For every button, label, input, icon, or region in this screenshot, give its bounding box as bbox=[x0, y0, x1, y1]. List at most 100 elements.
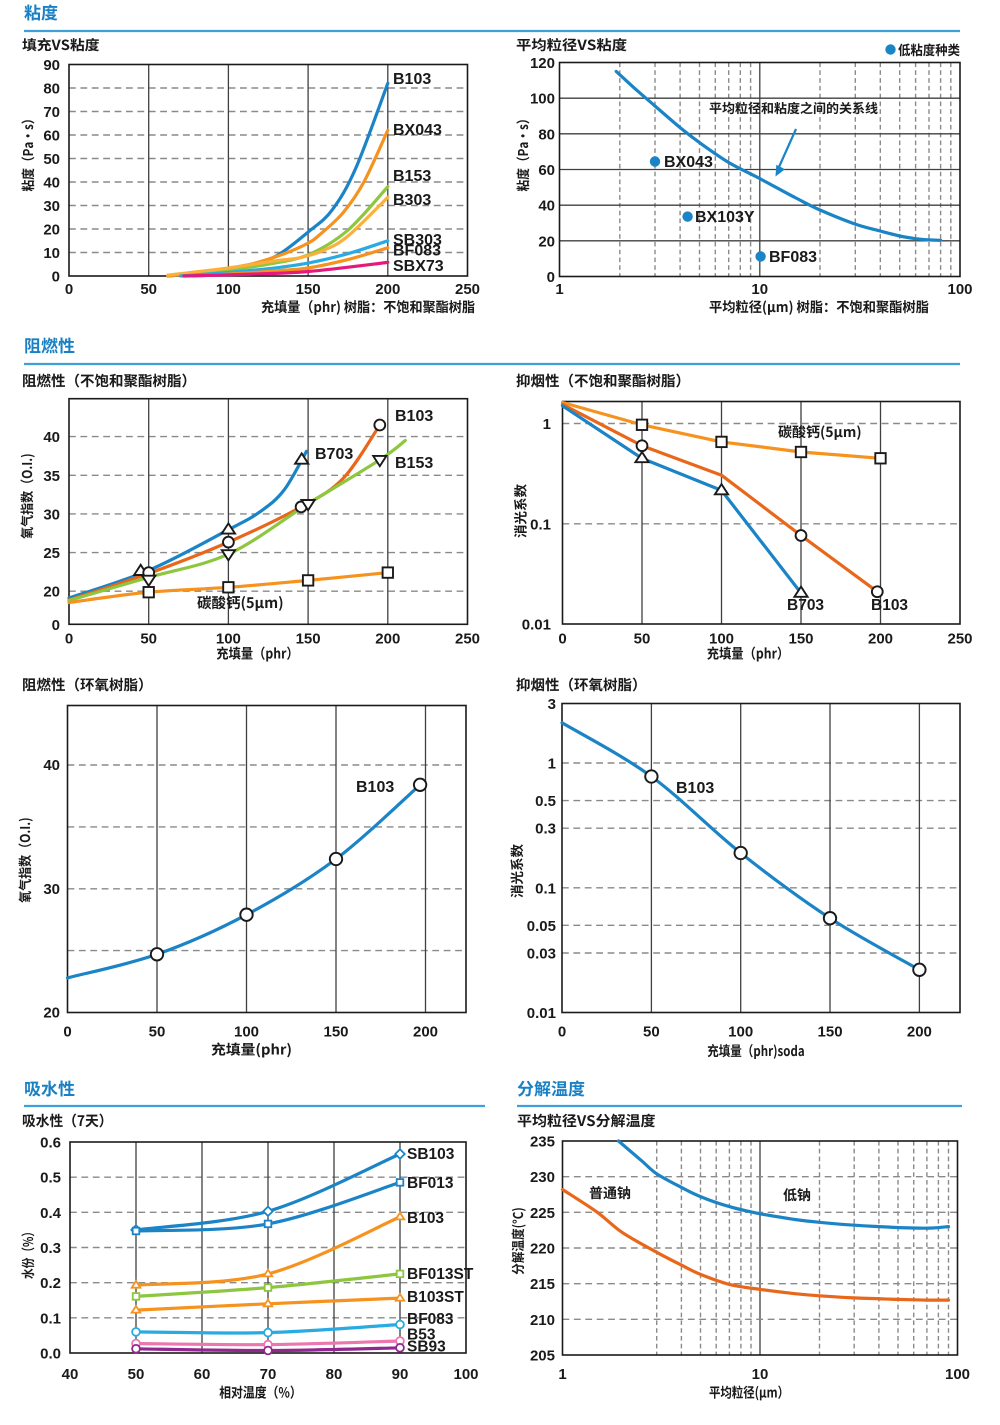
svg-text:B103: B103 bbox=[356, 779, 394, 796]
svg-text:0.01: 0.01 bbox=[527, 1005, 556, 1022]
svg-text:100: 100 bbox=[234, 1024, 259, 1041]
svg-text:25: 25 bbox=[43, 545, 60, 562]
svg-text:B103: B103 bbox=[676, 780, 714, 797]
svg-text:70: 70 bbox=[43, 104, 60, 121]
svg-text:50: 50 bbox=[140, 281, 157, 298]
svg-text:250: 250 bbox=[455, 631, 480, 648]
svg-text:1: 1 bbox=[555, 281, 563, 298]
svg-text:B703: B703 bbox=[787, 597, 824, 614]
svg-text:60: 60 bbox=[194, 1366, 211, 1383]
svg-text:80: 80 bbox=[538, 126, 555, 143]
svg-text:250: 250 bbox=[455, 281, 480, 298]
svg-text:100: 100 bbox=[945, 1366, 970, 1383]
svg-text:215: 215 bbox=[530, 1276, 555, 1293]
svg-text:50: 50 bbox=[128, 1366, 145, 1383]
svg-text:50: 50 bbox=[634, 631, 651, 648]
svg-text:SBX73: SBX73 bbox=[393, 258, 444, 275]
svg-text:0.5: 0.5 bbox=[535, 793, 556, 810]
svg-text:B103: B103 bbox=[395, 408, 433, 425]
svg-text:20: 20 bbox=[43, 222, 60, 239]
svg-text:40: 40 bbox=[538, 198, 555, 215]
svg-text:100: 100 bbox=[453, 1366, 478, 1383]
svg-text:40: 40 bbox=[43, 757, 60, 774]
svg-text:150: 150 bbox=[788, 631, 813, 648]
svg-text:BX043: BX043 bbox=[664, 154, 713, 171]
svg-text:B103: B103 bbox=[871, 597, 908, 614]
svg-text:60: 60 bbox=[43, 128, 60, 145]
svg-text:0.0: 0.0 bbox=[40, 1346, 61, 1363]
svg-text:100: 100 bbox=[947, 281, 972, 298]
svg-text:0: 0 bbox=[52, 269, 60, 286]
svg-text:50: 50 bbox=[149, 1024, 166, 1041]
svg-text:225: 225 bbox=[530, 1205, 555, 1222]
svg-text:0: 0 bbox=[558, 1024, 566, 1041]
svg-text:60: 60 bbox=[538, 162, 555, 179]
svg-text:250: 250 bbox=[947, 631, 972, 648]
svg-text:90: 90 bbox=[392, 1366, 409, 1383]
svg-text:30: 30 bbox=[43, 198, 60, 215]
svg-text:30: 30 bbox=[43, 506, 60, 523]
svg-text:BF083: BF083 bbox=[393, 243, 441, 260]
svg-text:B153: B153 bbox=[393, 168, 431, 185]
svg-text:210: 210 bbox=[530, 1312, 555, 1329]
svg-text:SB303: SB303 bbox=[393, 232, 442, 249]
svg-text:B103: B103 bbox=[393, 71, 431, 88]
svg-text:10: 10 bbox=[751, 281, 768, 298]
svg-text:SB103: SB103 bbox=[407, 1146, 455, 1163]
svg-text:0.1: 0.1 bbox=[40, 1310, 61, 1327]
svg-text:0.1: 0.1 bbox=[530, 516, 551, 533]
svg-text:20: 20 bbox=[43, 1005, 60, 1022]
svg-text:120: 120 bbox=[530, 55, 555, 72]
svg-text:150: 150 bbox=[296, 631, 321, 648]
svg-text:50: 50 bbox=[643, 1024, 660, 1041]
svg-text:50: 50 bbox=[43, 151, 60, 168]
svg-text:200: 200 bbox=[907, 1024, 932, 1041]
svg-text:220: 220 bbox=[530, 1241, 555, 1258]
svg-text:200: 200 bbox=[375, 631, 400, 648]
svg-text:0.2: 0.2 bbox=[40, 1275, 61, 1292]
svg-text:10: 10 bbox=[43, 245, 60, 262]
svg-text:0.4: 0.4 bbox=[40, 1205, 62, 1222]
svg-text:1: 1 bbox=[548, 756, 556, 773]
svg-text:B103: B103 bbox=[407, 1210, 444, 1227]
svg-text:80: 80 bbox=[43, 81, 60, 98]
svg-text:0.3: 0.3 bbox=[535, 821, 556, 838]
svg-text:1: 1 bbox=[558, 1366, 566, 1383]
svg-text:150: 150 bbox=[818, 1024, 843, 1041]
svg-text:200: 200 bbox=[868, 631, 893, 648]
svg-text:0.03: 0.03 bbox=[527, 945, 556, 962]
svg-text:50: 50 bbox=[140, 631, 157, 648]
svg-text:230: 230 bbox=[530, 1169, 555, 1186]
svg-text:80: 80 bbox=[326, 1366, 343, 1383]
svg-text:1: 1 bbox=[543, 416, 551, 433]
svg-text:150: 150 bbox=[296, 281, 321, 298]
svg-text:40: 40 bbox=[43, 175, 60, 192]
svg-text:0.6: 0.6 bbox=[40, 1135, 61, 1152]
svg-text:100: 100 bbox=[709, 631, 734, 648]
svg-text:205: 205 bbox=[530, 1348, 555, 1365]
svg-text:0.1: 0.1 bbox=[535, 880, 556, 897]
svg-text:35: 35 bbox=[43, 468, 60, 485]
svg-text:BF083: BF083 bbox=[769, 249, 817, 266]
svg-text:0: 0 bbox=[63, 1024, 71, 1041]
svg-text:10: 10 bbox=[752, 1366, 769, 1383]
svg-text:40: 40 bbox=[62, 1366, 79, 1383]
svg-text:BX103Y: BX103Y bbox=[695, 209, 755, 226]
svg-text:20: 20 bbox=[538, 233, 555, 250]
svg-text:0.5: 0.5 bbox=[40, 1170, 61, 1187]
svg-text:20: 20 bbox=[43, 584, 60, 601]
svg-text:90: 90 bbox=[43, 57, 60, 74]
svg-text:100: 100 bbox=[216, 631, 241, 648]
svg-text:30: 30 bbox=[43, 881, 60, 898]
svg-text:3: 3 bbox=[548, 696, 556, 713]
svg-text:BF083: BF083 bbox=[407, 1311, 454, 1328]
svg-text:B703: B703 bbox=[315, 446, 353, 463]
svg-text:0: 0 bbox=[52, 617, 60, 634]
svg-text:BX043: BX043 bbox=[393, 122, 442, 139]
svg-text:0: 0 bbox=[547, 269, 555, 286]
svg-text:BF013ST: BF013ST bbox=[407, 1266, 474, 1283]
svg-text:0: 0 bbox=[65, 631, 73, 648]
svg-text:235: 235 bbox=[530, 1134, 555, 1151]
svg-text:200: 200 bbox=[413, 1024, 438, 1041]
svg-text:100: 100 bbox=[728, 1024, 753, 1041]
